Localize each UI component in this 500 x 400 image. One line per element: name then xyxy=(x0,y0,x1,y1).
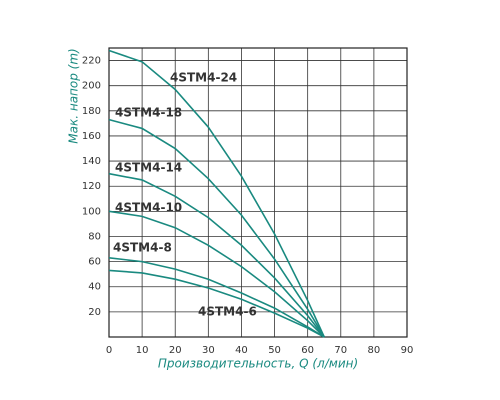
curve xyxy=(108,269,325,338)
plot-frame xyxy=(108,47,408,338)
y-tick-label: 100 xyxy=(82,206,101,217)
curve xyxy=(108,210,325,338)
curve xyxy=(108,172,325,338)
curve xyxy=(108,257,325,338)
x-tick-label: 10 xyxy=(136,345,149,356)
y-tick-label: 220 xyxy=(82,56,101,67)
x-tick-label: 40 xyxy=(235,345,248,356)
x-tick-label: 30 xyxy=(202,345,215,356)
curve xyxy=(108,49,325,338)
series-label: 4STM4-10 xyxy=(115,201,182,215)
y-tick-label: 180 xyxy=(82,106,101,117)
y-axis-title: Мак. напор (m) xyxy=(67,48,81,143)
x-tick-label: 20 xyxy=(169,345,182,356)
y-tick-label: 60 xyxy=(88,257,101,268)
series-label: 4STM4-14 xyxy=(115,161,182,175)
y-tick-label: 20 xyxy=(88,307,101,318)
y-tick-label: 80 xyxy=(88,231,101,242)
series-label: 4STM4-6 xyxy=(198,305,257,319)
y-tick-label: 140 xyxy=(82,156,101,167)
x-tick-label: 90 xyxy=(401,345,414,356)
x-tick-label: 50 xyxy=(268,345,281,356)
curve xyxy=(108,118,325,338)
x-axis-title: Производительность, Q (л/мин) xyxy=(158,357,358,371)
series-label: 4STM4-24 xyxy=(170,71,237,85)
x-tick-label: 80 xyxy=(368,345,381,356)
x-tick-label: 60 xyxy=(301,345,314,356)
series-label: 4STM4-18 xyxy=(115,106,182,120)
x-tick-label: 0 xyxy=(106,345,112,356)
y-tick-label: 160 xyxy=(82,131,101,142)
series-label: 4STM4-8 xyxy=(113,241,172,255)
y-tick-label: 200 xyxy=(82,81,101,92)
y-tick-label: 40 xyxy=(88,282,101,293)
y-tick-label: 120 xyxy=(82,181,101,192)
x-tick-label: 70 xyxy=(334,345,347,356)
